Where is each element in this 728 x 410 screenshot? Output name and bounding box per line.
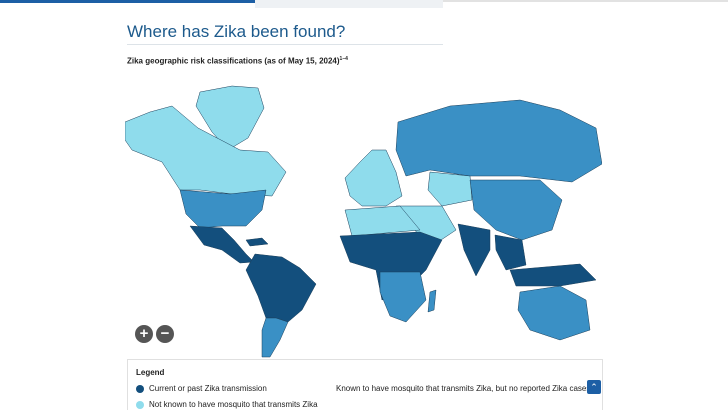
progress-bar [0, 0, 255, 3]
greenland [195, 85, 265, 151]
caribbean [245, 237, 269, 247]
canada-alaska [125, 105, 287, 197]
legend-label: Current or past Zika transmission [149, 384, 267, 393]
legend-item: Current or past Zika transmission [136, 384, 267, 393]
indonesia-png [509, 263, 597, 287]
legend-swatch [136, 400, 144, 409]
map-subtitle: Zika geographic risk classifications (as… [127, 56, 348, 66]
europe [344, 149, 403, 207]
united-states [179, 189, 267, 229]
subtitle-text: Zika geographic risk classifications (as… [127, 56, 340, 66]
page-title: Where has Zika been found? [127, 22, 346, 41]
footnote-ref: 1–4 [339, 56, 348, 62]
zoom-out[interactable]: − [156, 325, 174, 343]
south-asia [457, 223, 491, 277]
madagascar [427, 289, 437, 313]
divider [443, 0, 728, 2]
zoom-in[interactable]: + [135, 325, 153, 343]
south-america [245, 253, 317, 323]
north-africa [344, 205, 421, 237]
southern-cone [261, 317, 289, 358]
legend-item: Known to have mosquito that transmits Zi… [331, 384, 589, 393]
russia [395, 99, 602, 183]
legend-swatch [136, 384, 144, 393]
central-asia [427, 171, 473, 207]
back-to-top[interactable]: ⌃ [587, 380, 601, 394]
southeast-asia [494, 234, 527, 271]
mexico-central-america [189, 225, 255, 264]
legend-item: Not known to have mosquito that transmit… [136, 400, 318, 409]
legend-title: Legend [136, 368, 165, 377]
china [469, 179, 563, 241]
world-map [125, 85, 602, 358]
tab-strip [255, 0, 443, 8]
legend-label: Not known to have mosquito that transmit… [149, 400, 318, 409]
divider [127, 44, 443, 45]
legend: Legend Current or past Zika transmission… [127, 359, 603, 410]
australia [517, 285, 591, 341]
legend-label: Known to have mosquito that transmits Zi… [336, 384, 589, 393]
southern-africa [379, 271, 427, 323]
